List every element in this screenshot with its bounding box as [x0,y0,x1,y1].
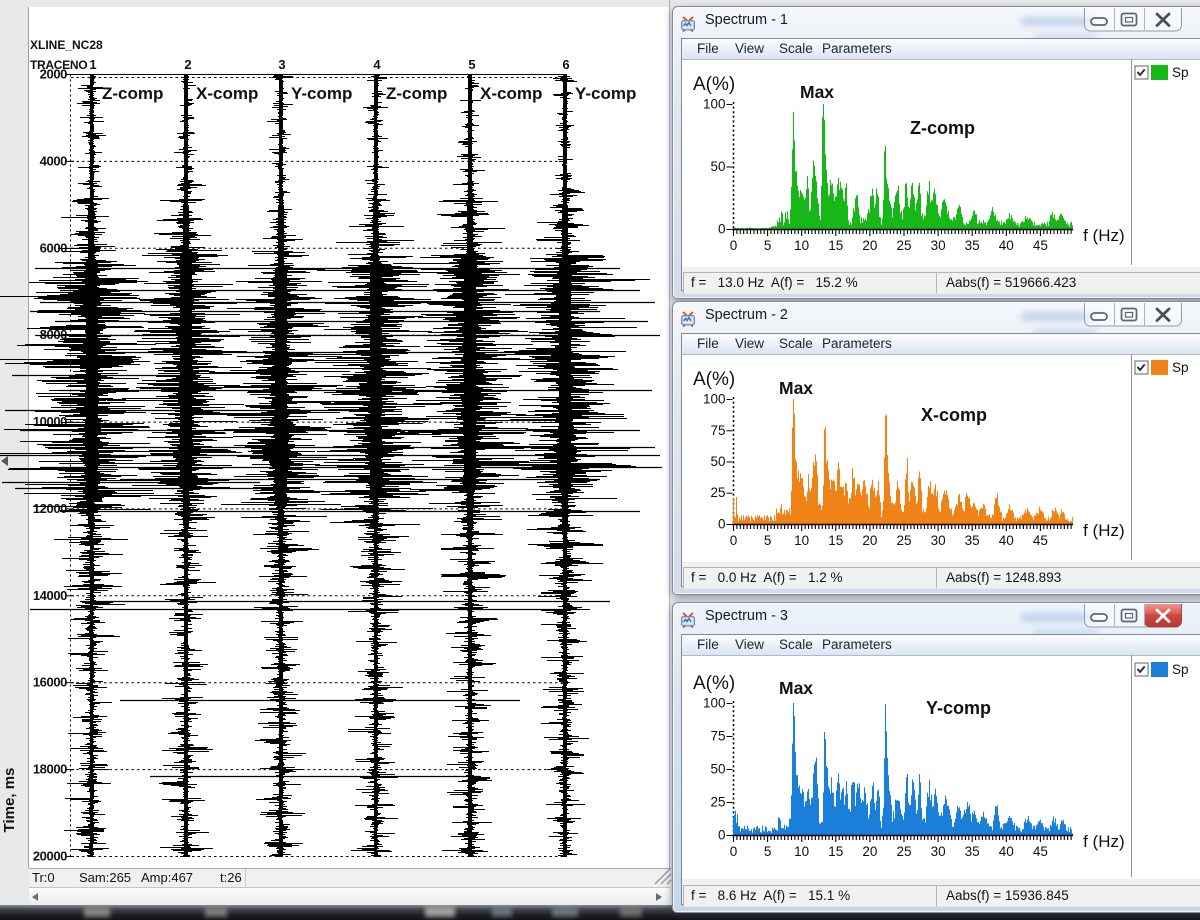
svg-text:Z-comp: Z-comp [102,84,163,103]
svg-text:18000: 18000 [33,762,67,777]
svg-text:6000: 6000 [40,240,67,255]
svg-text:3: 3 [278,57,285,72]
svg-text:Time, ms: Time, ms [1,768,18,833]
svg-text:2: 2 [184,57,191,72]
svg-text:5: 5 [468,57,475,72]
svg-text:8000: 8000 [40,327,67,342]
svg-text:6: 6 [562,57,569,72]
svg-text:4000: 4000 [40,153,67,168]
svg-text:Y-comp: Y-comp [291,84,352,103]
svg-text:X-comp: X-comp [480,84,542,103]
svg-text:1: 1 [89,57,96,72]
svg-text:4: 4 [373,57,381,72]
svg-text:12000: 12000 [33,501,67,516]
svg-text:X-comp: X-comp [196,84,258,103]
svg-text:16000: 16000 [33,675,67,690]
svg-text:Y-comp: Y-comp [575,84,636,103]
svg-text:20000: 20000 [33,849,67,864]
svg-text:TRACENO: TRACENO [30,58,87,72]
svg-text:2000: 2000 [40,67,67,82]
svg-text:14000: 14000 [33,588,67,603]
svg-text:XLINE_NC28: XLINE_NC28 [30,38,103,52]
svg-text:Z-comp: Z-comp [386,84,447,103]
